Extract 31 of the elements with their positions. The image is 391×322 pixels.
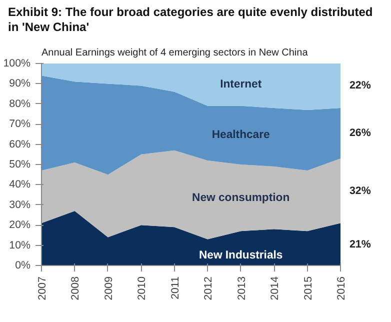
x-tick-label: 2011: [169, 276, 182, 300]
series-label: Internet: [220, 78, 262, 91]
x-tick-label: 2008: [70, 276, 82, 300]
x-tick-label: 2009: [102, 276, 115, 300]
x-tick-label: 2016: [336, 276, 348, 300]
y-tick-label: 10%: [9, 239, 32, 252]
series-label: New consumption: [192, 192, 290, 204]
text: 21%: [350, 238, 372, 250]
y-tick-label: 60%: [9, 138, 32, 150]
y-tick-label: 70%: [9, 118, 32, 130]
x-tick-label: 2014: [269, 276, 282, 300]
text: 26%: [350, 127, 372, 140]
series-label: New Industrials: [198, 249, 283, 262]
text: 22%: [350, 80, 372, 92]
x-tick-label: 2013: [236, 276, 248, 300]
y-tick-label: 40%: [9, 178, 32, 191]
y-tick-label: 100%: [3, 58, 32, 70]
text: 32%: [350, 184, 372, 197]
y-tick-label: 20%: [9, 219, 32, 232]
series-label: Healthcare: [212, 129, 270, 142]
x-tick-label: 2015: [302, 276, 314, 300]
y-tick-label: 50%: [9, 158, 32, 170]
y-tick-label: 30%: [9, 198, 32, 211]
x-tick-label: 2012: [202, 276, 215, 300]
y-tick-label: 80%: [9, 98, 32, 110]
y-tick-label: 0%: [15, 260, 32, 272]
chart-title: Exhibit 9: The four broad categories are quite evenly distributed in 'New China': [8, 5, 374, 35]
x-tick-label: 2007: [36, 276, 48, 300]
chart-subtitle: Annual Earnings weight of 4 emerging sectors in New China: [42, 48, 308, 58]
x-tick-label: 2010: [136, 276, 148, 300]
y-tick-label: 90%: [9, 78, 32, 90]
